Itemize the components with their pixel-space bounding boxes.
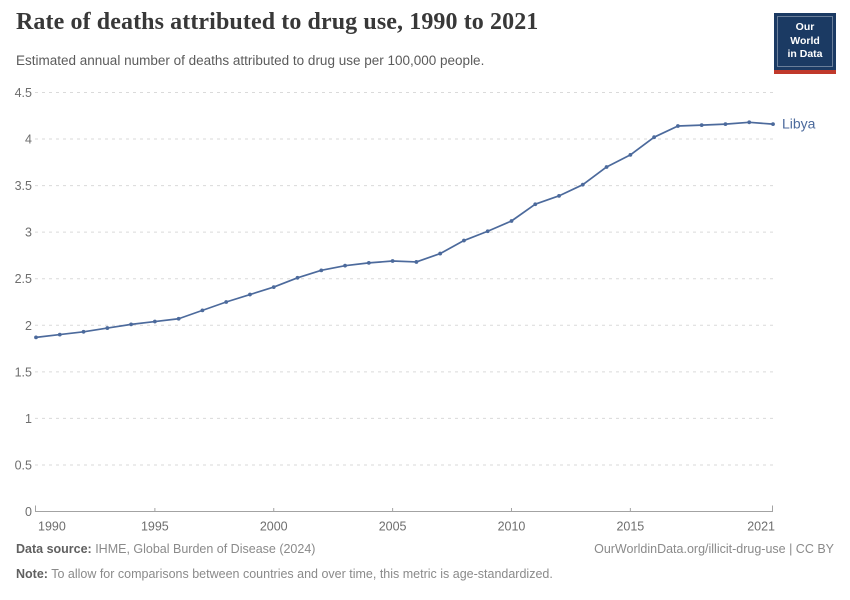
data-source-text: IHME, Global Burden of Disease (2024) <box>91 542 316 556</box>
data-point-1995 <box>152 319 157 324</box>
data-point-1992 <box>81 329 86 334</box>
x-axis-label-2010: 2010 <box>498 520 526 534</box>
data-point-2012 <box>557 193 561 198</box>
data-point-1991 <box>57 332 62 337</box>
data-point-2019 <box>723 122 728 127</box>
y-axis-tick-4: 4 <box>25 133 32 147</box>
line-chart-canvas[interactable]: 0 0.5 1 1.5 2 2.5 3 3.5 4 4.5 1990 1995 2000 2005 2010… <box>0 0 850 540</box>
data-point-2000 <box>271 285 276 290</box>
y-axis-tick-2.5: 2.5 <box>15 272 32 286</box>
y-axis-tick-1.5: 1.5 <box>15 365 32 379</box>
x-axis-label-1995: 1995 <box>141 520 169 534</box>
data-point-2007 <box>438 251 443 256</box>
owid-logo-text: Our World in Data <box>777 16 833 67</box>
data-point-1990 <box>34 335 38 340</box>
owid-logo: Our World in Data <box>774 13 836 74</box>
data-point-2008 <box>462 238 466 243</box>
series-label-libya[interactable]: Libya <box>782 116 816 132</box>
data-point-1997 <box>200 308 205 313</box>
y-axis-tick-4.5: 4.5 <box>15 86 32 100</box>
note-text: To allow for comparisons between countri… <box>47 566 553 581</box>
y-axis-tick-3: 3 <box>25 226 32 240</box>
data-point-2017 <box>676 124 680 128</box>
data-point-2016 <box>652 135 657 140</box>
series-line-libya <box>35 121 774 339</box>
data-point-2011 <box>533 202 538 207</box>
x-axis-label-2015: 2015 <box>616 520 644 534</box>
data-point-2013 <box>580 182 585 187</box>
credit-link[interactable]: OurWorldinData.org/illicit-drug-use | CC… <box>594 542 834 556</box>
data-point-2010 <box>509 219 514 223</box>
y-axis-tick-0: 0 <box>25 505 32 519</box>
x-axis-label-2005: 2005 <box>379 520 407 534</box>
chart-footer: Data source: IHME, Global Burden of Dise… <box>16 541 834 583</box>
data-point-1993 <box>105 326 110 330</box>
data-point-1994 <box>129 322 133 327</box>
data-point-2004 <box>366 260 371 265</box>
data-point-2001 <box>295 275 300 280</box>
data-point-2003 <box>343 263 347 268</box>
note-label: Note: <box>16 566 48 581</box>
data-source-label: Data source: <box>16 542 92 556</box>
x-axis-label-2021: 2021 <box>747 520 775 534</box>
data-point-2014 <box>604 165 609 169</box>
data-point-2018 <box>699 123 704 127</box>
data-point-2021 <box>771 122 775 127</box>
chart-note: Note: To allow for comparisons between c… <box>16 566 834 584</box>
data-point-2005 <box>390 259 395 263</box>
data-point-1996 <box>176 316 181 321</box>
data-point-1998 <box>224 300 229 304</box>
data-point-1999 <box>248 292 252 297</box>
data-point-2009 <box>485 229 490 234</box>
y-axis-tick-1: 1 <box>25 412 32 426</box>
y-axis-tick-0.5: 0.5 <box>15 458 32 472</box>
data-point-2002 <box>319 268 324 273</box>
data-source: Data source: IHME, Global Burden of Dise… <box>16 541 315 559</box>
x-axis-label-2000: 2000 <box>260 520 288 534</box>
y-axis-tick-2: 2 <box>25 319 32 333</box>
data-point-2006 <box>414 260 419 264</box>
x-axis-label-1990: 1990 <box>38 520 66 534</box>
data-point-2015 <box>628 152 633 157</box>
y-axis-tick-3.5: 3.5 <box>15 179 32 193</box>
page-title: Rate of deaths attributed to drug use, 1… <box>16 9 539 35</box>
chart-subtitle: Estimated annual number of deaths attrib… <box>16 53 485 68</box>
data-point-2020 <box>747 120 752 125</box>
